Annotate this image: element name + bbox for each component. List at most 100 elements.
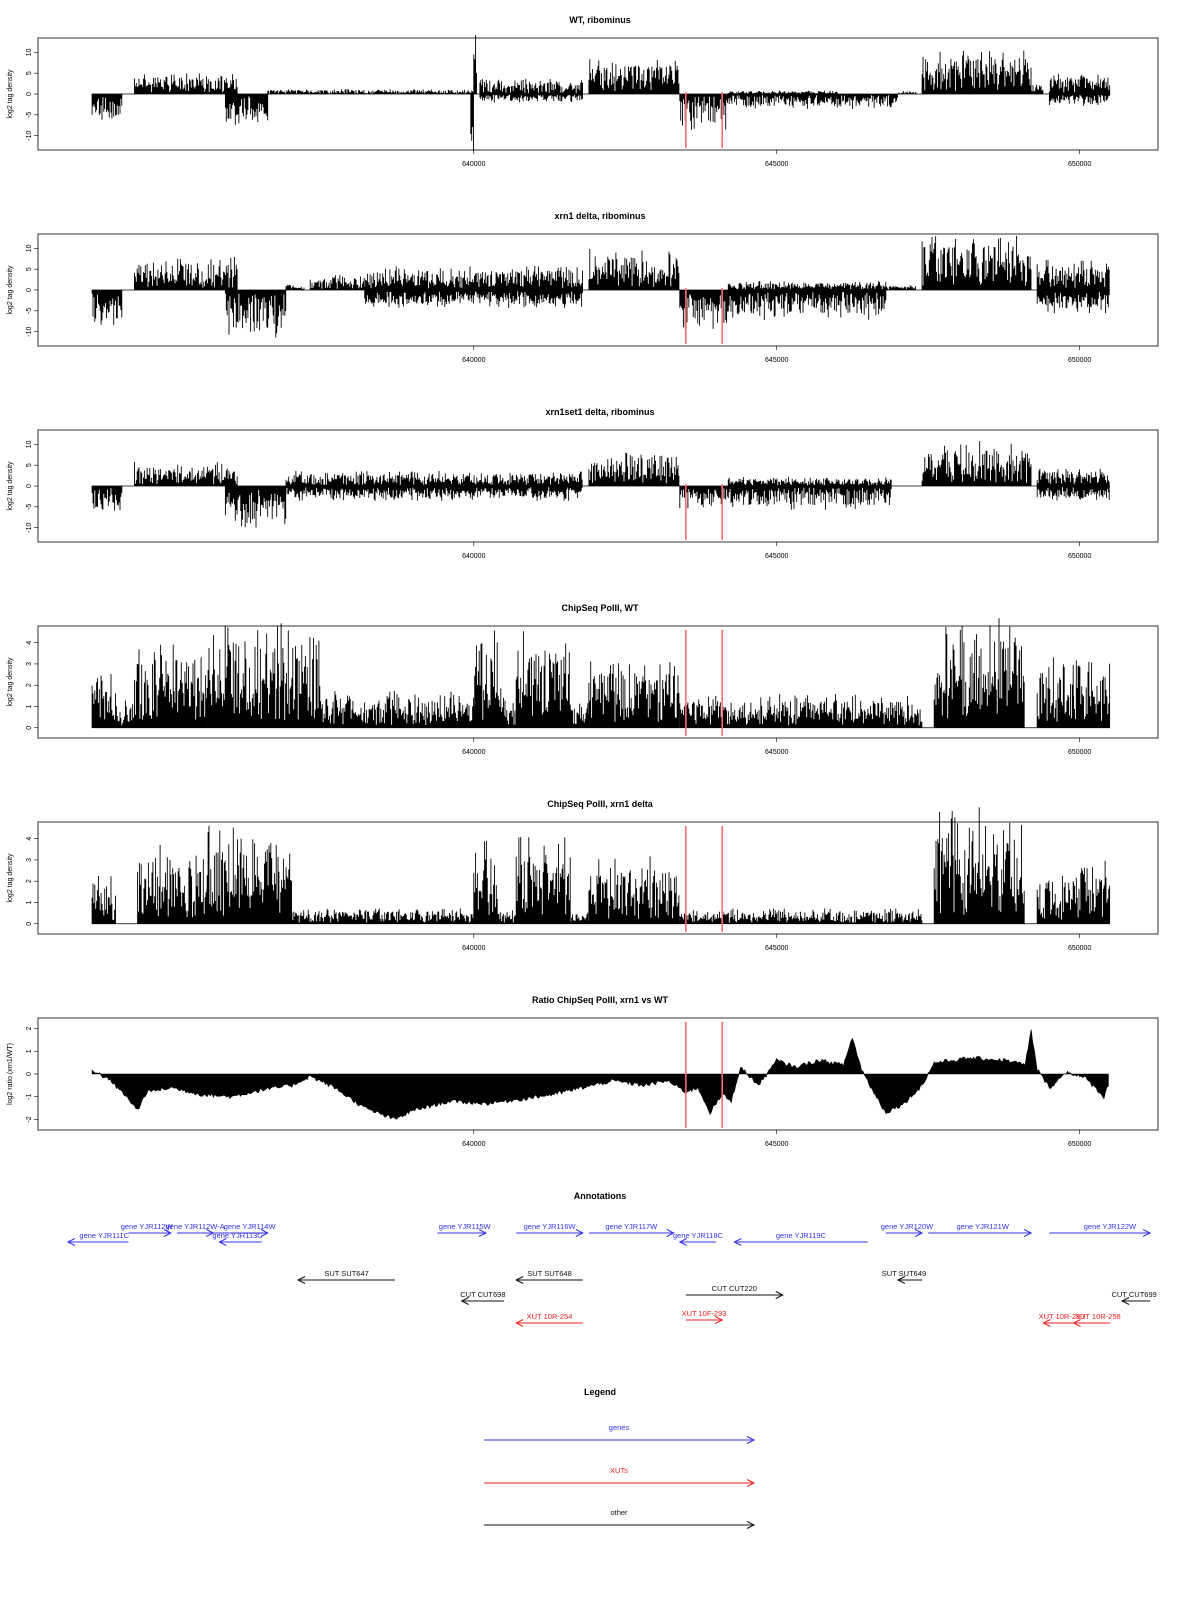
bar-series-10 bbox=[479, 78, 583, 94]
annotation-arrow bbox=[685, 1316, 724, 1324]
arrow-head bbox=[775, 1291, 784, 1299]
bar-series-8 bbox=[588, 249, 680, 290]
y-tick-label: -10 bbox=[26, 327, 33, 337]
annotation-label: gene YJR121W bbox=[957, 1222, 1010, 1231]
arrow-head bbox=[914, 1229, 924, 1237]
y-tick-label: 4 bbox=[26, 641, 33, 645]
annotation-arrow bbox=[896, 1276, 923, 1284]
bar-series-4 bbox=[224, 94, 269, 125]
y-tick-label: 0 bbox=[26, 288, 33, 292]
bar-series-5 bbox=[285, 486, 583, 501]
y-tick-label: -10 bbox=[26, 131, 33, 141]
bar-series-8 bbox=[727, 486, 892, 510]
plot-frame bbox=[37, 821, 1159, 935]
annotation-arrow bbox=[460, 1297, 505, 1305]
annotation-xut: XUT 10F-293 bbox=[682, 1309, 726, 1324]
x-tick-label: 640000 bbox=[462, 161, 485, 168]
bar-series-4 bbox=[285, 284, 305, 290]
y-axis-label: log2 tag density bbox=[7, 461, 14, 511]
annotation-gene: gene YJR114W bbox=[213, 1222, 276, 1237]
plot-frame bbox=[37, 625, 1159, 739]
bar-series-10 bbox=[727, 290, 887, 320]
y-tick-label: 10 bbox=[26, 244, 33, 252]
bar-series-9 bbox=[515, 631, 571, 728]
annotation-arrow bbox=[1120, 1297, 1150, 1305]
annotation-arrow bbox=[928, 1229, 1033, 1237]
arrow-head bbox=[733, 1238, 742, 1246]
arrow-head bbox=[218, 1238, 227, 1246]
bar-series-3 bbox=[134, 644, 207, 728]
arrow-head bbox=[575, 1229, 584, 1237]
y-axis-label: log2 tag density bbox=[7, 657, 14, 707]
annotation-arrow bbox=[437, 1229, 488, 1237]
x-tick-label: 640000 bbox=[462, 749, 485, 756]
annotation-gene: gene YJR111C bbox=[66, 1231, 130, 1246]
annotation-gene: gene YJR116W bbox=[516, 1222, 584, 1237]
arrow-head bbox=[260, 1229, 269, 1237]
annotation-label: CUT CUT698 bbox=[460, 1290, 505, 1299]
bar-series-6 bbox=[291, 89, 414, 94]
x-tick-label: 640000 bbox=[462, 357, 485, 364]
bar-series-7 bbox=[412, 89, 474, 94]
legend-entry-xut: XUTs bbox=[484, 1466, 756, 1487]
bar-series-2 bbox=[134, 462, 238, 486]
bar-series-11 bbox=[588, 661, 680, 728]
x-tick-label: 650000 bbox=[1068, 945, 1091, 952]
bar-series-1 bbox=[91, 674, 116, 728]
x-tick-label: 645000 bbox=[765, 553, 788, 560]
panel-4: ChipSeq PolII, WT log2 tag density 0 1 2 3 4 64… bbox=[7, 603, 1159, 756]
y-axis-label: log2 tag density bbox=[7, 265, 14, 315]
bar-series-20 bbox=[1048, 94, 1111, 106]
annotation-label: XUT 10R-290 bbox=[1039, 1312, 1085, 1321]
bar-series-7 bbox=[497, 910, 517, 924]
annotation-label: gene YJR118C bbox=[673, 1231, 724, 1240]
annotation-arrow bbox=[1072, 1319, 1110, 1327]
annotation-label: CUT CUT220 bbox=[712, 1284, 757, 1293]
y-tick-label: 0 bbox=[26, 484, 33, 488]
annotation-label: gene YJR111C bbox=[79, 1231, 129, 1240]
ratio-area bbox=[91, 1029, 1109, 1120]
y-tick-label: 3 bbox=[26, 858, 33, 862]
bar-series-6 bbox=[588, 452, 680, 486]
legend: Legend genes XUTs other bbox=[484, 1387, 756, 1529]
arrow-head bbox=[1042, 1319, 1051, 1327]
bar-series-12 bbox=[933, 807, 1025, 924]
annotation-gene: gene YJR115W bbox=[437, 1222, 492, 1237]
bar-series-9 bbox=[473, 35, 477, 94]
arrow-head bbox=[1072, 1319, 1081, 1327]
annotation-gene: gene YJR120W bbox=[881, 1222, 934, 1237]
annotation-arrow bbox=[515, 1319, 583, 1327]
bar-series-12 bbox=[679, 694, 923, 728]
panel-3: xrn1set1 delta, ribominus log2 tag densit… bbox=[7, 407, 1159, 560]
bar-series-12 bbox=[588, 59, 680, 94]
bar-series-16 bbox=[897, 91, 917, 94]
legend-entry-other: other bbox=[484, 1508, 756, 1529]
y-tick-label: 0 bbox=[26, 1072, 33, 1076]
panel-title: ChipSeq PolII, WT bbox=[562, 603, 639, 613]
bar-series-1 bbox=[91, 290, 123, 325]
arrow-head bbox=[1142, 1229, 1152, 1237]
arrow-head bbox=[163, 1229, 172, 1237]
x-tick-label: 640000 bbox=[462, 1141, 485, 1148]
y-tick-label: 10 bbox=[26, 48, 33, 56]
x-tick-label: 640000 bbox=[462, 945, 485, 952]
annotation-gene: gene YJR119C bbox=[733, 1231, 868, 1246]
annotation-label: gene YJR112W bbox=[121, 1222, 174, 1231]
legend-label: XUTs bbox=[610, 1466, 628, 1475]
bar-series-3 bbox=[224, 486, 287, 528]
annotation-arrow bbox=[685, 1291, 784, 1299]
arrow-head bbox=[666, 1229, 675, 1237]
annotation-label: gene YJR114W bbox=[224, 1222, 277, 1231]
bar-series-8 bbox=[470, 94, 474, 151]
y-tick-label: -5 bbox=[26, 308, 33, 314]
legend-label: other bbox=[610, 1508, 628, 1517]
bar-series-10 bbox=[588, 856, 680, 924]
legend-label: genes bbox=[609, 1423, 630, 1432]
bar-series-2 bbox=[115, 700, 135, 728]
arrow-head bbox=[515, 1276, 524, 1284]
bar-series-1 bbox=[91, 486, 123, 511]
panel-title: ChipSeq PolII, xrn1 delta bbox=[547, 799, 654, 809]
bar-series-13 bbox=[933, 618, 1025, 728]
bar-series-15 bbox=[727, 90, 838, 94]
